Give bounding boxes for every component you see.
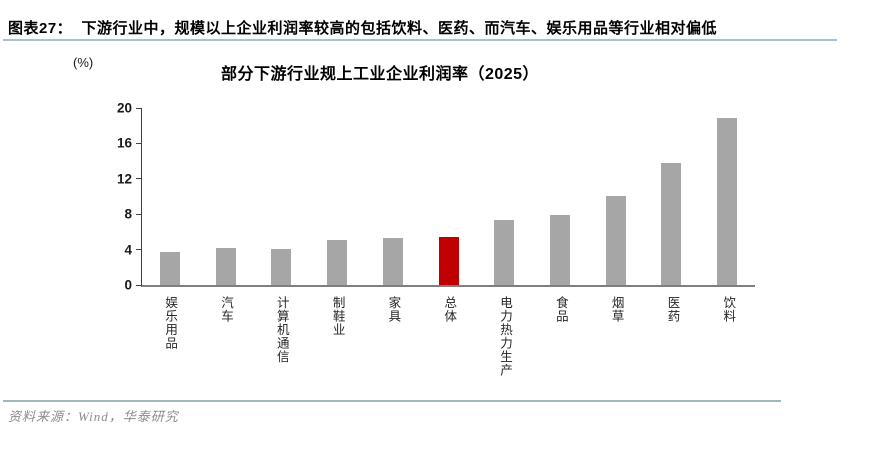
bar-计算机通信 [271,248,292,285]
bar-电力热力生产 [494,219,515,285]
y-tick-mark [136,107,141,109]
y-axis-unit-label: (%) [73,55,94,70]
x-axis-label-家具: 家具 [386,296,401,323]
bar-家具 [382,238,403,285]
x-label-slot: 家具 [365,296,421,377]
y-tick-mark [136,284,141,286]
bar-食品 [550,215,570,285]
x-axis-label-计算机通信: 计算机通信 [274,296,289,364]
bar-slot [365,108,421,285]
y-tick-mark [136,249,141,251]
x-axis-label-烟草: 烟草 [609,296,624,323]
x-label-slot: 娱乐用品 [142,296,198,377]
caption-divider [3,39,837,41]
bar-slot [309,108,365,285]
y-tick-label-12: 12 [116,171,132,187]
x-axis-labels: 娱乐用品 汽车 计算机通信 制鞋业 家具 总体 电力热力生产 食品 烟草 医药 饮料 [142,296,756,377]
y-tick-label-8: 8 [124,206,132,222]
x-axis-label-总体: 总体 [442,296,457,323]
x-label-slot: 汽车 [198,296,254,377]
plot-area: 0 4 8 12 16 20 [117,101,755,293]
bar-slot [142,108,198,285]
x-axis-label-汽车: 汽车 [218,296,233,323]
bar-饮料 [717,117,738,285]
x-axis-label-医药: 医药 [665,296,680,323]
bar-娱乐用品 [159,252,180,285]
source-divider [3,400,781,402]
y-tick-label-16: 16 [116,135,132,151]
y-tick-label-20: 20 [116,100,132,116]
x-axis-label-娱乐用品: 娱乐用品 [163,296,178,350]
x-label-slot: 电力热力生产 [477,296,533,377]
bar-slot [476,108,532,285]
bar-slot [253,108,309,285]
x-label-slot: 烟草 [589,296,645,377]
figure-caption: 图表27： 下游行业中，规模以上企业利润率较高的包括饮料、医药、而汽车、娱乐用品… [8,20,718,37]
bar-slot [588,108,644,285]
bar-汽车 [215,247,236,285]
y-tick-label-0: 0 [124,277,132,293]
bar-制鞋业 [327,239,348,285]
x-axis-label-饮料: 饮料 [721,296,736,323]
y-tick-label-4: 4 [124,242,132,258]
bar-slot [421,108,477,285]
bar-slot [198,108,254,285]
bar-slot [532,108,588,285]
x-axis-label-电力热力生产: 电力热力生产 [498,296,513,377]
bar-slot [699,108,755,285]
y-tick-mark [136,213,141,215]
x-label-slot: 计算机通信 [254,296,310,377]
chart-title: 部分下游行业规上工业企业利润率（2025） [220,66,540,83]
bar-总体 [438,237,459,285]
x-label-slot: 饮料 [700,296,756,377]
x-label-slot: 医药 [644,296,700,377]
x-label-slot: 食品 [533,296,589,377]
x-label-slot: 总体 [421,296,477,377]
y-tick-mark [136,178,141,180]
y-tick-mark [136,142,141,144]
bar-烟草 [605,195,626,285]
x-label-slot: 制鞋业 [309,296,365,377]
x-axis-label-制鞋业: 制鞋业 [330,296,345,337]
source-note: 资料来源：Wind，华泰研究 [8,409,179,424]
x-axis-label-食品: 食品 [553,296,568,323]
bar-slot [644,108,700,285]
bars-row [142,108,755,285]
bar-医药 [661,162,682,285]
